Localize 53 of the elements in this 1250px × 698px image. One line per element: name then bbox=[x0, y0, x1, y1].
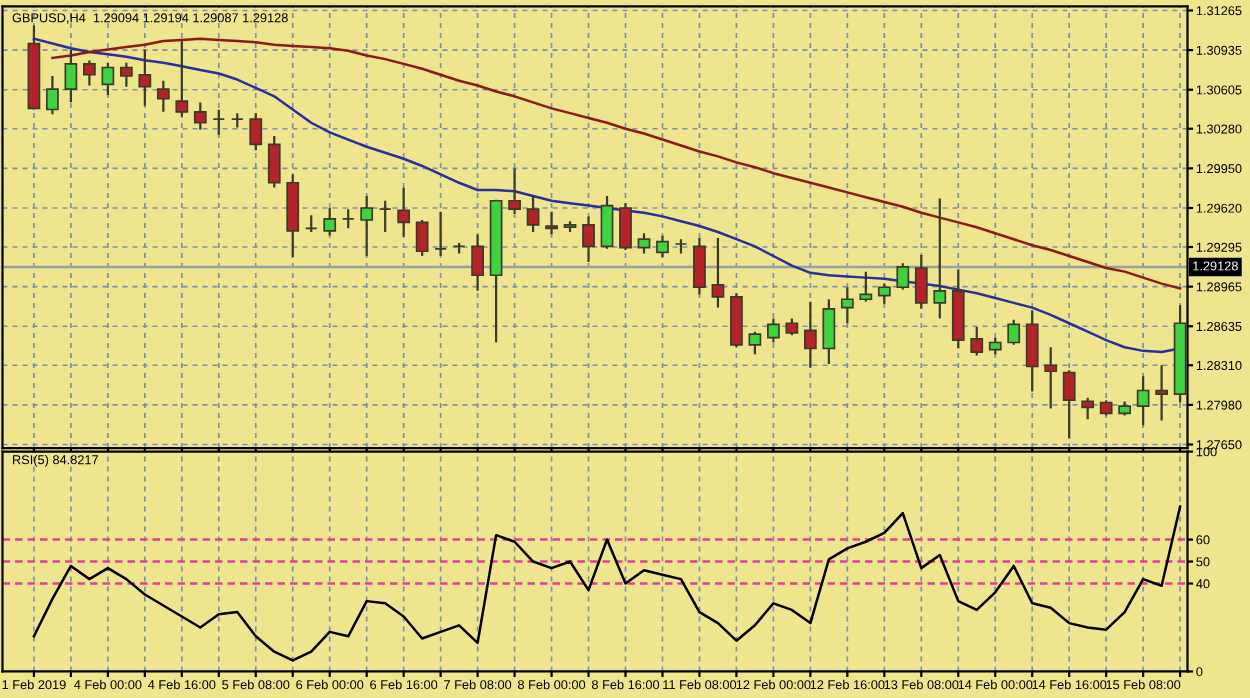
candlestick bbox=[970, 326, 984, 356]
candlestick bbox=[914, 254, 928, 309]
candlestick bbox=[304, 215, 318, 232]
candlestick bbox=[249, 113, 263, 151]
candlestick bbox=[600, 196, 614, 249]
candlestick bbox=[711, 238, 725, 308]
candlestick bbox=[619, 203, 632, 250]
candlestick bbox=[767, 318, 780, 343]
candlestick bbox=[508, 168, 521, 214]
candlestick bbox=[1081, 397, 1095, 420]
candlestick bbox=[119, 62, 133, 87]
candlestick bbox=[378, 200, 392, 232]
candlestick bbox=[1007, 319, 1021, 345]
candlestick bbox=[656, 235, 669, 258]
candlestick bbox=[896, 263, 910, 290]
candlestick bbox=[582, 216, 595, 262]
candlestick bbox=[693, 238, 706, 295]
candlestick bbox=[193, 102, 207, 130]
candlestick bbox=[64, 49, 78, 103]
candlestick bbox=[748, 331, 762, 355]
candlestick bbox=[1062, 370, 1076, 439]
candlestick bbox=[1025, 310, 1039, 392]
candlestick bbox=[822, 299, 836, 364]
candlestick bbox=[267, 136, 281, 188]
candlestick bbox=[138, 49, 152, 106]
candlestick bbox=[637, 233, 651, 254]
candlestick bbox=[341, 209, 355, 229]
candlestick bbox=[1136, 376, 1150, 426]
candlestick bbox=[46, 76, 59, 115]
candlestick bbox=[415, 220, 429, 256]
candlestick bbox=[877, 283, 891, 304]
candlestick bbox=[840, 287, 854, 324]
candlestick bbox=[933, 198, 947, 319]
candlestick bbox=[360, 196, 374, 256]
candlestick bbox=[471, 234, 484, 291]
candlestick bbox=[397, 187, 411, 237]
candlestick bbox=[212, 109, 226, 135]
candlestick bbox=[323, 208, 337, 236]
line-series bbox=[32, 505, 1182, 662]
candlestick bbox=[674, 239, 688, 254]
candlestick bbox=[452, 242, 466, 254]
candlestick bbox=[1155, 365, 1168, 421]
candlestick bbox=[156, 80, 170, 112]
candlestick bbox=[545, 211, 558, 235]
candlestick bbox=[526, 196, 540, 232]
candlestick bbox=[434, 211, 448, 256]
line-series bbox=[51, 37, 1182, 290]
candlestick bbox=[803, 301, 817, 368]
candlestick bbox=[83, 60, 96, 86]
candlestick bbox=[859, 271, 873, 302]
candlestick bbox=[175, 41, 189, 117]
candlestick bbox=[1044, 347, 1058, 409]
candlestick bbox=[101, 62, 115, 96]
